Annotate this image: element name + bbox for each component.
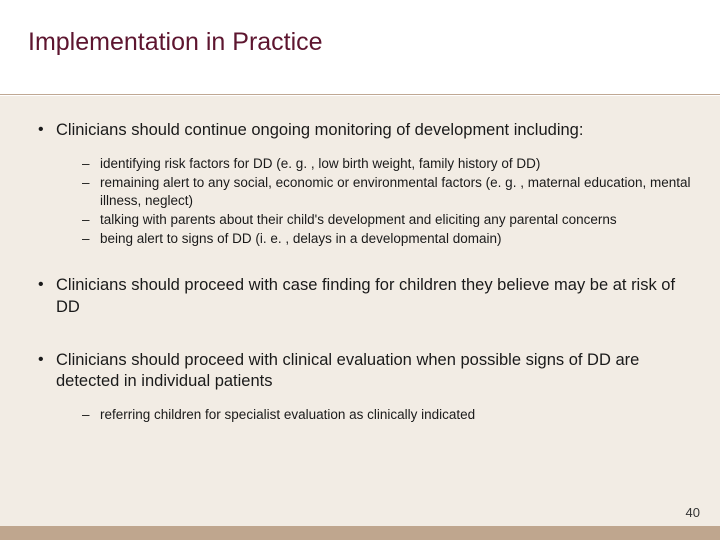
bullet-2: Clinicians should proceed with case find… xyxy=(28,275,692,317)
bottom-stripe xyxy=(0,526,720,540)
bullet-1-sub-1: identifying risk factors for DD (e. g. ,… xyxy=(28,155,692,172)
divider-light xyxy=(0,95,720,96)
bullet-1-sub-3: talking with parents about their child's… xyxy=(28,211,692,228)
slide: Implementation in Practice Clinicians sh… xyxy=(0,0,720,540)
page-number: 40 xyxy=(686,505,700,520)
bullet-1: Clinicians should continue ongoing monit… xyxy=(28,120,692,141)
bullet-1-sub-4: being alert to signs of DD (i. e. , dela… xyxy=(28,230,692,247)
bullet-1-sub-2: remaining alert to any social, economic … xyxy=(28,174,692,209)
slide-title: Implementation in Practice xyxy=(28,28,323,57)
content-area: Clinicians should continue ongoing monit… xyxy=(28,120,692,425)
bullet-3-sub-1: referring children for specialist evalua… xyxy=(28,406,692,423)
bullet-3: Clinicians should proceed with clinical … xyxy=(28,350,692,392)
